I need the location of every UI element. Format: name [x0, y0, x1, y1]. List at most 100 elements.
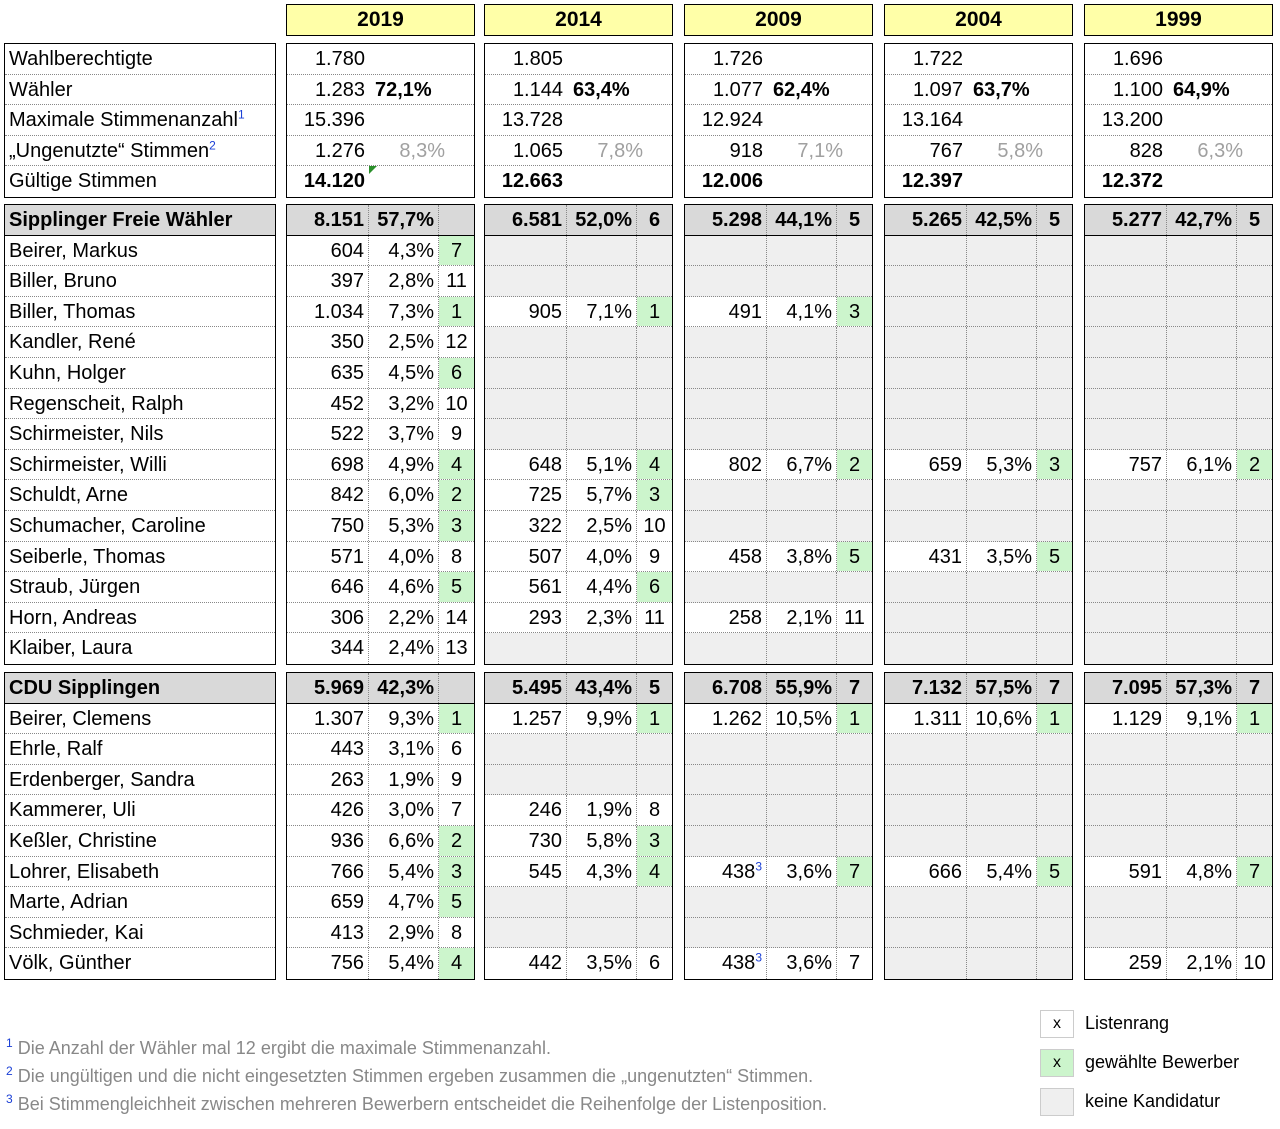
- candidate-rank: [837, 236, 872, 266]
- candidate-votes-value: 757: [1128, 453, 1162, 476]
- candidate-votes: 458: [685, 541, 767, 572]
- candidate-rank: 6: [450, 738, 463, 761]
- candidate-name: Beirer, Markus: [9, 239, 138, 262]
- party-total-votes: 5.298: [685, 205, 767, 235]
- candidate-name: Straub, Jürgen: [9, 576, 141, 599]
- no-candidacy-cell: [485, 419, 672, 450]
- candidate-rank: [837, 358, 872, 388]
- candidate-rank: [837, 765, 872, 795]
- candidate-rank: [637, 389, 672, 419]
- candidate-votes: [485, 388, 567, 419]
- party-block-2009: 6.708 55,9% 7 1.262 10,5% 1 4383 3,6% 7 4383 3,6% 7: [684, 672, 873, 980]
- candidate-percent: [967, 887, 1037, 917]
- candidate-rank: [837, 511, 872, 541]
- no-candidacy-cell: [885, 388, 1072, 420]
- candidate-rank: [1237, 389, 1272, 419]
- candidate-percent: [967, 795, 1037, 825]
- no-candidacy-cell: [485, 266, 672, 297]
- candidate-votes-value: 698: [330, 453, 364, 476]
- no-candidacy-cell: [685, 826, 872, 857]
- stats-row: 12.924: [685, 105, 872, 136]
- candidate-result: 725 5,7% 3: [485, 480, 672, 511]
- candidate-row: Seiberle, Thomas: [5, 542, 275, 573]
- candidate-rank: [837, 480, 872, 510]
- party-total-votes: 7.095: [1085, 673, 1167, 703]
- candidate-votes: [485, 917, 567, 948]
- no-candidacy-cell: [685, 917, 872, 949]
- candidate-rank: 12: [445, 331, 468, 354]
- footnote-2: 2 Die ungültigen und die nicht eingesetz…: [6, 1064, 814, 1086]
- candidate-percent: [1167, 419, 1237, 449]
- no-candidacy-cell: [485, 917, 672, 949]
- candidate-votes: [1085, 572, 1167, 602]
- stat-value: 13.200: [1101, 109, 1163, 132]
- candidate-result: 293 2,3% 11: [485, 602, 672, 634]
- party-labels: CDU Sipplingen Beirer, Clemens Ehrle, Ralf…: [4, 672, 276, 980]
- stats-row: 13.164: [885, 105, 1072, 136]
- candidate-percent: 9,9%: [567, 703, 637, 734]
- legend-rank-label: Listenrang: [1085, 1013, 1170, 1033]
- no-candidacy-cell: [1085, 480, 1272, 511]
- no-candidacy-cell: [1085, 296, 1272, 328]
- candidate-rank: [837, 389, 872, 419]
- candidate-result: 246 1,9% 8: [485, 795, 672, 826]
- candidate-votes: 413: [287, 917, 369, 948]
- candidate-rank: 6: [439, 358, 474, 388]
- candidate-percent: [767, 572, 837, 602]
- candidate-votes: [685, 572, 767, 602]
- candidate-rank: [1037, 327, 1072, 357]
- party-block-1999: 7.095 57,3% 7 1.129 9,1% 1 591 4,8% 7 259 2,1% 10: [1084, 672, 1273, 980]
- candidate-rank: 7: [837, 856, 872, 887]
- candidate-rank: 1: [637, 296, 672, 327]
- candidate-votes: [485, 633, 567, 664]
- candidate-rank: 2: [439, 480, 474, 510]
- candidate-percent: 4,3%: [369, 235, 439, 266]
- stats-row: 1.696: [1085, 44, 1272, 75]
- candidate-name: Seiberle, Thomas: [9, 545, 166, 568]
- party-block-2004: 7.132 57,5% 7 1.311 10,6% 1 666 5,4% 5: [884, 672, 1073, 980]
- candidate-percent: [567, 327, 637, 357]
- candidate-rank: 1: [837, 703, 872, 734]
- candidate-votes-value: 350: [330, 331, 364, 354]
- footnote-ref: 3: [755, 858, 762, 873]
- stats-block-2009: 1.726 1.077 62,4% 12.924 918 7,1% 12.006: [684, 43, 873, 198]
- no-candidacy-cell: [885, 633, 1072, 664]
- candidate-percent: 5,8%: [567, 826, 637, 856]
- stat-value: 1.722: [912, 48, 963, 70]
- candidate-votes: 322: [485, 511, 567, 541]
- candidate-percent: 6,0%: [369, 480, 439, 510]
- party-block-2014: 5.495 43,4% 5 1.257 9,9% 1 246 1,9% 8 730 5,8% 3 545…: [484, 672, 673, 980]
- candidate-percent: [967, 764, 1037, 795]
- no-candidacy-cell: [685, 633, 872, 664]
- candidate-rank: [637, 633, 672, 664]
- year-header-1999: 1999: [1084, 4, 1273, 36]
- candidate-result: 426 3,0% 7: [287, 795, 474, 826]
- candidate-votes: [685, 266, 767, 296]
- candidate-rank: 6: [648, 952, 661, 975]
- candidate-votes-value: 1.307: [313, 707, 364, 730]
- candidate-votes: 750: [287, 511, 369, 541]
- candidate-rank: [837, 826, 872, 856]
- candidate-votes: [685, 764, 767, 795]
- candidate-percent: [767, 795, 837, 825]
- party-seats: 7: [1248, 677, 1261, 699]
- candidate-name: Marte, Adrian: [9, 891, 128, 914]
- candidate-rank: 1: [1037, 703, 1072, 734]
- candidate-rank: [1237, 734, 1272, 764]
- candidate-result: 905 7,1% 1: [485, 296, 672, 328]
- candidate-rank: 11: [844, 606, 865, 629]
- candidate-percent: [1167, 327, 1237, 357]
- candidate-rank: 9: [450, 768, 463, 791]
- candidate-name: Horn, Andreas: [9, 606, 137, 629]
- comment-marker: [369, 166, 377, 175]
- stats-label-text: Maximale Stimmenanzahl: [9, 109, 238, 132]
- stats-label-text: „Ungenutzte“ Stimmen: [9, 139, 210, 162]
- candidate-rank: [1237, 918, 1272, 948]
- candidate-result: 344 2,4% 13: [287, 633, 474, 664]
- candidate-rank: 2: [439, 826, 474, 856]
- stat-value: 12.397: [901, 170, 963, 193]
- candidate-votes: 258: [685, 602, 767, 633]
- party-total-percent: 44,1%: [767, 205, 837, 235]
- candidate-votes-value: 571: [330, 545, 364, 568]
- legend-elected-label: gewählte Bewerber: [1085, 1052, 1240, 1072]
